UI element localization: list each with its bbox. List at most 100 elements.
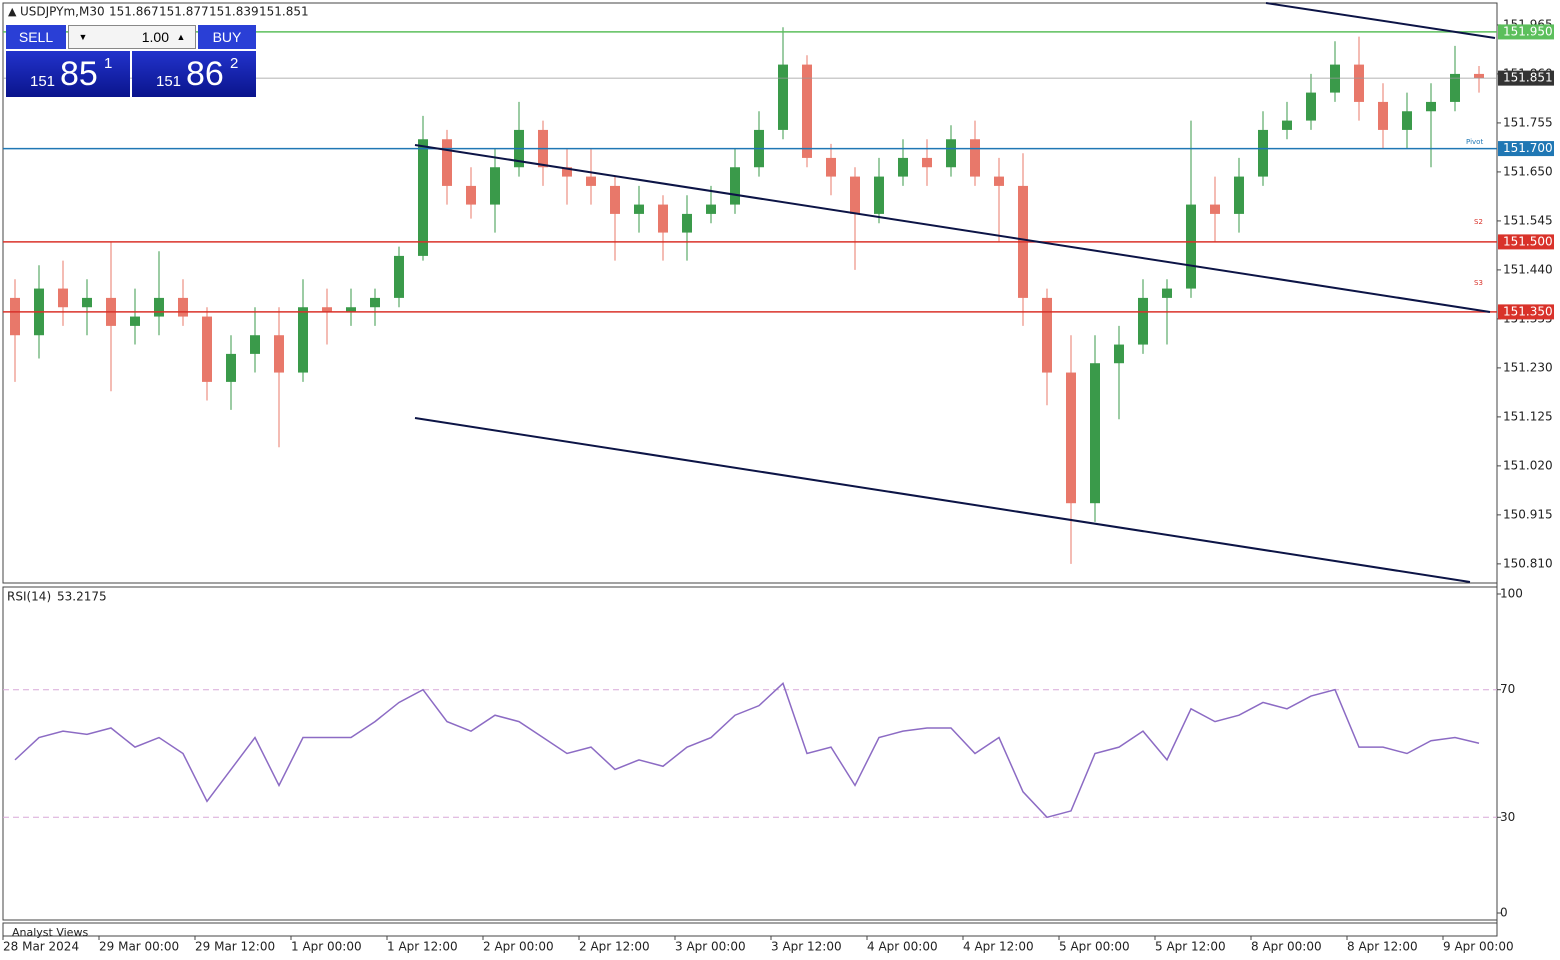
y-tick-label: 151.440 xyxy=(1503,262,1553,276)
analyst-pane xyxy=(2,922,1498,937)
x-tick-label: 29 Mar 00:00 xyxy=(99,940,179,954)
lot-up[interactable]: ▲ xyxy=(176,32,186,42)
pivot-label: Pivot xyxy=(1466,138,1483,146)
x-tick-label: 2 Apr 00:00 xyxy=(483,940,554,954)
s3-label: S3 xyxy=(1474,279,1483,287)
candle-body xyxy=(130,316,140,326)
x-tick-label: 1 Apr 12:00 xyxy=(387,940,458,954)
candle-body xyxy=(850,176,860,214)
y-tick-label: 151.020 xyxy=(1503,458,1553,472)
candle-body xyxy=(298,307,308,373)
candle-body xyxy=(202,316,212,382)
x-tick-label: 9 Apr 00:00 xyxy=(1443,940,1514,954)
x-tick-label: 28 Mar 2024 xyxy=(3,940,79,954)
symbol: USDJPYm,M30 xyxy=(20,5,105,19)
candle-body xyxy=(1042,297,1052,373)
candle-body xyxy=(178,297,188,317)
sell-price[interactable]: 151 85 1 xyxy=(6,51,130,97)
candle-body xyxy=(1186,204,1196,289)
candle-body xyxy=(586,176,596,186)
candle-body xyxy=(1114,344,1124,364)
candle-body xyxy=(1234,176,1244,214)
candle-body xyxy=(1138,297,1148,345)
sell-big: 151 xyxy=(30,73,56,90)
candle-body xyxy=(802,64,812,158)
trend-line xyxy=(1265,2,1496,39)
x-tick-label: 5 Apr 12:00 xyxy=(1155,940,1226,954)
trend-line xyxy=(414,417,1471,583)
candle-body xyxy=(922,157,932,168)
rsi-value: 53.2175 xyxy=(57,590,107,604)
symbol-triangle: ▲ xyxy=(8,5,17,18)
price-badge-label: 151.950 xyxy=(1503,24,1553,38)
y-tick-label: 151.650 xyxy=(1503,164,1553,178)
analyst-views: Analyst Views xyxy=(12,926,88,939)
buy-button[interactable]: BUY xyxy=(198,25,256,49)
candle-body xyxy=(1162,288,1172,298)
candle-body xyxy=(1066,372,1076,504)
buy-big: 151 xyxy=(156,73,182,90)
price-badge xyxy=(1498,24,1554,40)
x-tick-label: 2 Apr 12:00 xyxy=(579,940,650,954)
price-badge xyxy=(1498,234,1554,250)
rsi-pane xyxy=(2,586,1498,921)
candle-body xyxy=(490,167,500,205)
lot-down[interactable]: ▼ xyxy=(78,32,88,42)
x-tick-label: 8 Apr 12:00 xyxy=(1347,940,1418,954)
buy-sup: 2 xyxy=(230,55,239,72)
ohlc-close: 151.851 xyxy=(259,5,309,19)
trend-lines xyxy=(414,2,1496,583)
price-badge xyxy=(1498,141,1554,157)
sell-button[interactable]: SELL xyxy=(6,25,66,49)
candle-body xyxy=(442,139,452,186)
y-tick-label: 150.915 xyxy=(1503,507,1553,521)
candle-body xyxy=(658,204,668,233)
y-tick-label: 151.545 xyxy=(1503,213,1553,227)
x-tick-label: 4 Apr 12:00 xyxy=(963,940,1034,954)
candle-body xyxy=(1426,101,1436,112)
candle-body xyxy=(970,139,980,177)
price-badge xyxy=(1498,70,1554,86)
lot-value[interactable]: 1.00 xyxy=(141,29,169,45)
x-tick-label: 4 Apr 00:00 xyxy=(867,940,938,954)
y-tick-label: 70 xyxy=(1500,682,1515,696)
y-tick-label: 100 xyxy=(1500,587,1523,601)
sell-main: 85 xyxy=(60,55,98,93)
y-tick-label: 150.810 xyxy=(1503,556,1553,570)
candle-body xyxy=(1282,120,1292,130)
candle-body xyxy=(58,288,68,308)
candle-body xyxy=(1450,73,1460,102)
candle-body xyxy=(82,297,92,308)
price-badge-label: 151.700 xyxy=(1503,141,1553,155)
candle-body xyxy=(778,64,788,130)
candle-body xyxy=(1306,92,1316,121)
candle-body xyxy=(1354,64,1364,102)
y-tick-label: 0 xyxy=(1500,906,1508,920)
candle-body xyxy=(706,204,716,214)
candle-body xyxy=(10,297,20,336)
candle-body xyxy=(394,255,404,298)
candle-body xyxy=(1330,64,1340,93)
candle-body xyxy=(154,297,164,317)
y-tick-label: 30 xyxy=(1500,810,1515,824)
candle-body xyxy=(610,185,620,214)
candle-body xyxy=(562,167,572,177)
ohlc-open: 151.867 xyxy=(109,5,159,19)
candle-body xyxy=(730,167,740,205)
candle-body xyxy=(226,353,236,382)
buy-price[interactable]: 151 86 2 xyxy=(132,51,256,97)
price-badge-label: 151.851 xyxy=(1503,71,1553,85)
candle-body xyxy=(1378,101,1388,130)
x-tick-label: 3 Apr 12:00 xyxy=(771,940,842,954)
candle-body xyxy=(1258,129,1268,177)
candle-body xyxy=(1090,363,1100,504)
x-tick-label: 8 Apr 00:00 xyxy=(1251,940,1322,954)
s2-label: S2 xyxy=(1474,218,1483,226)
candle-body xyxy=(1210,204,1220,214)
candle-body xyxy=(370,297,380,308)
x-tick-label: 1 Apr 00:00 xyxy=(291,940,362,954)
price-badge-label: 151.500 xyxy=(1503,234,1553,248)
x-tick-label: 29 Mar 12:00 xyxy=(195,940,275,954)
